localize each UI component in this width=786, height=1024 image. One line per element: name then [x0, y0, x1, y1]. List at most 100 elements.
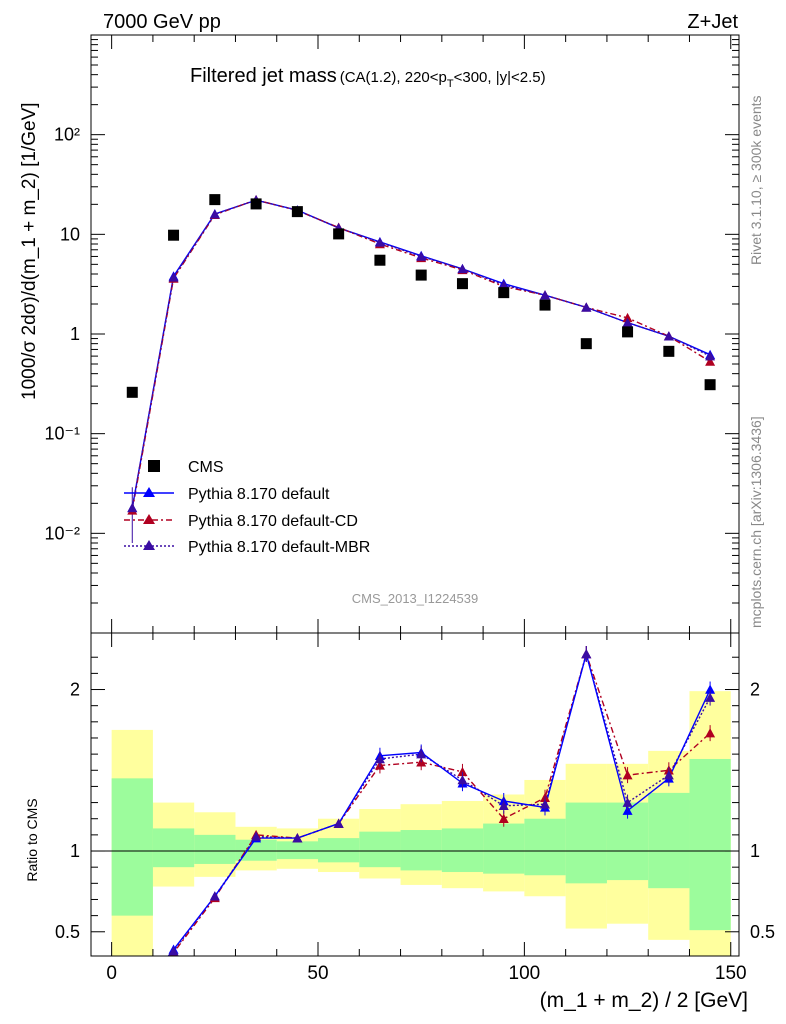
ratio-frame: [90, 632, 740, 957]
main-point-cms: [209, 194, 221, 206]
legend-label-cd: Pythia 8.170 default-CD: [188, 513, 358, 530]
main-point-pythia-8-170-default-mbr: [374, 237, 385, 247]
ratio-point-pythia-8-170-default-mbr: [457, 774, 468, 785]
ratio-point-pythia-8-170-default-cd: [622, 770, 633, 780]
main-point-pythia-8-170-default-mbr: [663, 331, 674, 341]
ratio-band-inner: [235, 839, 277, 861]
ratio-point-pythia-8-170-default-mbr: [622, 797, 633, 807]
ratio-band-inner: [524, 818, 566, 876]
xtick-label: 100: [509, 963, 541, 984]
ratio-band-inner: [483, 823, 525, 874]
ratio-point-pythia-8-170-default: [705, 684, 716, 694]
main-point-cms: [415, 269, 427, 281]
ratio-ytick-label: 1: [70, 841, 80, 861]
legend-marker-cd: [143, 514, 155, 524]
main-point-pythia-8-170-default-mbr: [705, 351, 716, 361]
main-point-pythia-8-170-default-cd: [705, 356, 716, 366]
main-ytick-label: 10: [60, 224, 80, 244]
ratio-band-inner: [441, 828, 484, 873]
main-ytick-label: 10⁻¹: [44, 424, 80, 444]
main-point-pythia-8-170-default-cd: [622, 312, 633, 323]
main-point-cms: [663, 345, 675, 357]
x-axis-label: (m_1 + m_2) / 2 [GeV]: [540, 989, 748, 1012]
main-ytick-label: 10⁻²: [44, 523, 80, 543]
ratio-axis-ticks: [91, 633, 739, 956]
ratio-point-pythia-8-170-default-mbr: [168, 946, 179, 956]
ratio-point-pythia-8-170-default-mbr: [251, 831, 262, 841]
legend-marker-default: [143, 487, 155, 497]
mcplots-label: mcplots.cern.ch [arXiv:1306.3436]: [748, 416, 764, 628]
main-point-pythia-8-170-default-mbr: [168, 272, 179, 282]
main-point-pythia-8-170-default-mbr: [127, 502, 138, 513]
main-point-cms: [704, 379, 716, 391]
main-point-cms: [168, 229, 180, 241]
ratio-band-inner: [565, 802, 607, 884]
ratio-point-pythia-8-170-default-cd: [498, 813, 509, 823]
ratio-point-pythia-8-170-default-mbr: [333, 818, 344, 828]
main-ytick-label: 10²: [54, 125, 80, 145]
chart-title: Filtered jet mass (CA(1.2), 220<pT<300, |…: [190, 65, 546, 90]
xtick-label: 50: [307, 963, 328, 984]
header-right: Z+Jet: [687, 11, 738, 33]
main-point-cms: [250, 198, 262, 210]
ratio-band-inner: [689, 758, 731, 931]
ratio-series: [127, 645, 716, 1005]
analysis-watermark: CMS_2013_I1224539: [352, 591, 479, 606]
ratio-ytick-label: 0.5: [55, 922, 80, 942]
ratio-point-pythia-8-170-default-mbr: [663, 770, 674, 780]
main-point-cms: [126, 386, 138, 398]
main-point-pythia-8-170-default-mbr: [416, 251, 427, 261]
ratio-band-inner: [318, 838, 360, 863]
xtick-label: 150: [715, 963, 747, 984]
main-axis-ticks: [91, 35, 739, 633]
ratio-point-pythia-8-170-default-mbr: [705, 692, 716, 702]
main-ytick-label: 1: [70, 324, 80, 344]
ratio-band-inner: [194, 834, 236, 864]
main-point-pythia-8-170-default-mbr: [540, 290, 551, 300]
main-point-pythia-8-170-default-mbr: [457, 263, 468, 274]
legend-label-cms: CMS: [188, 459, 224, 476]
ratio-uncertainty-bands: [91, 691, 739, 956]
ratio-point-pythia-8-170-default: [127, 996, 137, 1005]
xtick-label: 0: [106, 963, 117, 984]
ratio-point-pythia-8-170-default-cd: [705, 728, 716, 738]
ratio-band-inner: [111, 778, 153, 916]
legend-label-default: Pythia 8.170 default: [188, 486, 330, 503]
ratio-point-pythia-8-170-default-mbr: [540, 799, 551, 809]
ratio-band-inner: [648, 792, 690, 889]
ratio-point-pythia-8-170-default-mbr: [581, 648, 592, 659]
ratio-ytick-label: 2: [70, 680, 80, 700]
ratio-point-pythia-8-170-default-mbr: [127, 996, 137, 1005]
ratio-point-pythia-8-170-default-cd: [457, 766, 468, 777]
ratio-band-inner: [400, 830, 442, 871]
ratio-ytick-label-right: 1: [750, 841, 760, 861]
main-ylabel: 1000/σ 2dσ)/d(m_1 + m_2) [1/GeV]: [19, 102, 40, 400]
main-point-cms: [498, 287, 510, 299]
legend-marker-cms: [148, 460, 160, 472]
main-point-cms: [456, 278, 468, 290]
rivet-label: Rivet 3.1.10, ≥ 300k events: [748, 95, 764, 265]
legend: CMS Pythia 8.170 default Pythia 8.170 de…: [124, 459, 370, 556]
ratio-band-inner: [152, 828, 195, 868]
main-point-cms: [580, 338, 592, 350]
main-point-cms: [539, 299, 551, 311]
main-point-pythia-8-170-default-mbr: [498, 280, 509, 290]
ratio-band-inner: [359, 831, 401, 868]
main-point-cms: [291, 206, 303, 218]
header-left: 7000 GeV pp: [103, 11, 221, 33]
ratio-point-pythia-8-170-default-mbr: [416, 749, 427, 759]
main-point-cms: [374, 254, 386, 266]
ratio-ytick-label-right: 0.5: [750, 922, 775, 942]
ratio-point-pythia-8-170-default-mbr: [374, 753, 385, 764]
main-point-cms: [622, 326, 634, 338]
legend-marker-mbr: [143, 540, 155, 550]
main-point-cms: [333, 228, 345, 240]
main-point-pythia-8-170-default-mbr: [581, 302, 592, 312]
ratio-point-pythia-8-170-default-mbr: [209, 891, 220, 901]
main-point-pythia-8-170-default-mbr: [209, 209, 220, 219]
main-point-pythia-8-170-default-mbr: [622, 317, 633, 327]
legend-label-mbr: Pythia 8.170 default-MBR: [188, 539, 370, 556]
ratio-ytick-label-right: 2: [750, 680, 760, 700]
ratio-ylabel: Ratio to CMS: [24, 798, 40, 881]
